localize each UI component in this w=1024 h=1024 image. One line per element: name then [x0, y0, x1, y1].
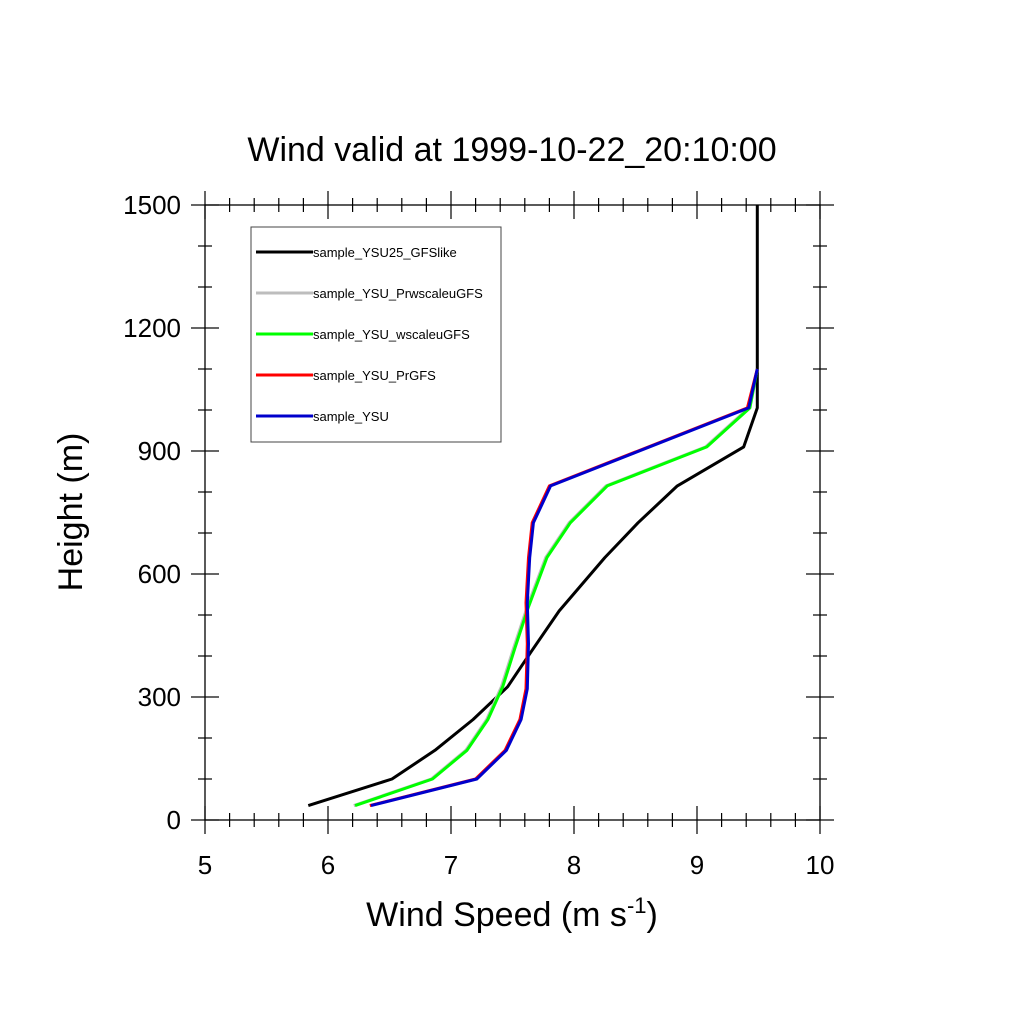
- x-tick-label: 6: [321, 850, 335, 880]
- x-tick-label: 10: [806, 850, 835, 880]
- x-tick-label: 8: [567, 850, 581, 880]
- legend-label: sample_YSU_PrwscaleuGFS: [313, 286, 483, 301]
- x-tick-label: 5: [198, 850, 212, 880]
- series-line: [307, 205, 759, 808]
- x-tick-label: 9: [690, 850, 704, 880]
- legend-label: sample_YSU: [313, 409, 389, 424]
- x-tick-label: 7: [444, 850, 458, 880]
- y-tick-label: 1200: [123, 313, 181, 343]
- series-line: [370, 368, 759, 808]
- x-axis-label: Wind Speed (m s-1): [366, 893, 658, 934]
- legend-label: sample_YSU_wscaleuGFS: [313, 327, 470, 342]
- plot-frame: [204, 204, 821, 821]
- y-tick-label: 1500: [123, 190, 181, 220]
- legend-label: sample_YSU25_GFSlike: [313, 245, 457, 260]
- y-tick-label: 0: [167, 805, 181, 835]
- legend: sample_YSU25_GFSlike sample_YSU_Prwscaleu…: [250, 226, 502, 443]
- legend-label: sample_YSU_PrGFS: [313, 368, 436, 383]
- series-layer: [307, 205, 759, 808]
- y-tick-label: 900: [138, 436, 181, 466]
- y-tick-label: 300: [138, 682, 181, 712]
- y-axis-label: Height (m): [52, 433, 90, 592]
- y-tick-label: 600: [138, 559, 181, 589]
- axis-ticks: 5 6 7 8 9 10 0 300 600 900 1200 1500: [123, 190, 834, 880]
- chart-title: Wind valid at 1999-10-22_20:10:00: [247, 131, 776, 169]
